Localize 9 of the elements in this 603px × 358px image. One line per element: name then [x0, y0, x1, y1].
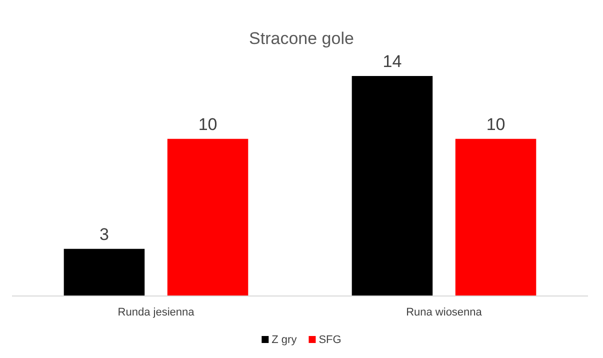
- data-label: 10: [198, 114, 218, 134]
- x-tick-label: Runa wiosenna: [406, 306, 483, 318]
- legend-label: SFG: [318, 334, 342, 346]
- data-label: 3: [99, 224, 109, 244]
- data-label: 10: [486, 114, 506, 134]
- x-tick-label: Runda jesienna: [118, 306, 196, 318]
- chart-title: Stracone gole: [249, 29, 354, 48]
- legend-label: Z gry: [272, 334, 298, 346]
- data-label: 14: [382, 52, 402, 71]
